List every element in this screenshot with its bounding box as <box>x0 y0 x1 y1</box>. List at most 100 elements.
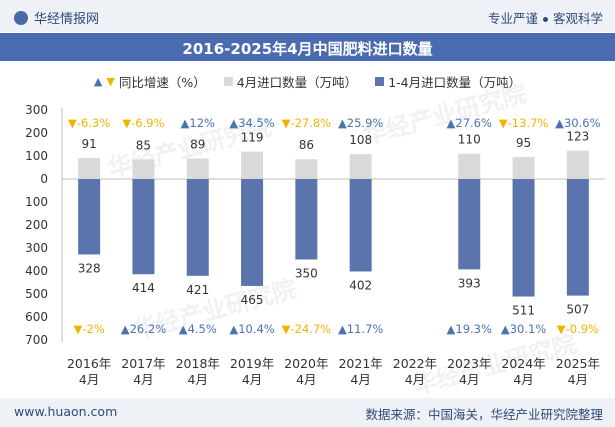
april-bar <box>241 151 264 179</box>
y-tick-label: 100 <box>25 195 48 209</box>
april-bar <box>295 159 318 179</box>
y-tick-label: 600 <box>25 310 48 324</box>
jan-apr-bar <box>186 179 209 276</box>
x-tick-label: 4月 <box>242 372 262 387</box>
jan-apr-bar <box>512 179 535 297</box>
april-growth-label: ▲25.9% <box>338 116 383 130</box>
tagline: 专业严谨 客观科学 <box>488 8 603 27</box>
x-tick-label: 2019年 <box>230 356 274 371</box>
jan-apr-value-label: 511 <box>512 304 535 318</box>
jan-apr-growth-label: ▲4.5% <box>179 322 217 336</box>
jan-apr-bar <box>566 179 589 296</box>
april-bar <box>458 153 481 179</box>
legend: ▲ ▼ 同比增速（%） 4月进口数量（万吨） 1-4月进口数量（万吨） <box>0 72 615 90</box>
jan-apr-growth-label: ▼-2% <box>74 322 105 336</box>
x-tick-label: 2024年 <box>501 356 545 371</box>
april-value-label: 89 <box>190 138 205 152</box>
site-url: www.huaon.com <box>14 404 118 419</box>
x-tick-label: 2020年 <box>284 356 328 371</box>
legend-growth-label: 同比增速（%） <box>118 74 206 90</box>
jan-apr-growth-label: ▲26.2% <box>121 322 166 336</box>
jan-apr-value-label: 402 <box>349 278 372 292</box>
x-tick-label: 2021年 <box>338 356 382 371</box>
april-bar <box>78 158 101 179</box>
jan-apr-bar <box>349 179 372 272</box>
down-triangle-icon: ▼ <box>106 74 115 88</box>
x-tick-label: 2018年 <box>176 356 220 371</box>
top-bar: 华经情报网 专业严谨 客观科学 <box>0 0 615 32</box>
legend-april: 4月进口数量（万吨） <box>223 72 358 90</box>
legend-jan-apr-label: 1-4月进口数量（万吨） <box>388 74 522 90</box>
y-tick-label: 300 <box>25 241 48 255</box>
april-value-label: 110 <box>458 133 481 147</box>
legend-jan-apr-swatch <box>375 76 385 86</box>
tagline-left: 专业严谨 <box>487 11 538 26</box>
brand: 华经情报网 <box>14 8 99 27</box>
april-bar <box>566 150 589 179</box>
y-tick-label: 0 <box>40 172 48 186</box>
jan-apr-value-label: 393 <box>458 276 481 290</box>
x-tick-label: 2023年 <box>447 356 491 371</box>
april-value-label: 119 <box>241 131 264 145</box>
jan-apr-bar <box>458 179 481 270</box>
chart-area: 30020010001002003004005006007002016年4月91… <box>25 103 605 387</box>
jan-apr-bar <box>295 179 318 260</box>
data-source: 数据来源：中国海关，华经产业研究院整理 <box>365 407 603 422</box>
jan-apr-value-label: 350 <box>295 267 318 281</box>
y-tick-label: 300 <box>25 103 48 117</box>
jan-apr-growth-label: ▲11.7% <box>338 322 383 336</box>
jan-apr-growth-label: ▲10.4% <box>229 322 274 336</box>
jan-apr-value-label: 421 <box>186 283 209 297</box>
april-growth-label: ▼-27.8% <box>282 116 332 130</box>
jan-apr-value-label: 328 <box>78 261 101 275</box>
y-tick-label: 100 <box>25 149 48 163</box>
april-value-label: 95 <box>516 136 531 150</box>
y-tick-label: 700 <box>25 333 48 347</box>
x-tick-label: 2017年 <box>121 356 165 371</box>
jan-apr-value-label: 465 <box>241 293 264 307</box>
x-tick-label: 2016年 <box>67 356 111 371</box>
brand-name: 华经情报网 <box>34 12 100 27</box>
april-growth-label: ▼-6.9% <box>122 116 164 130</box>
footer: www.huaon.com 数据来源：中国海关，华经产业研究院整理 <box>0 398 615 427</box>
y-tick-label: 200 <box>25 126 48 140</box>
april-bar <box>132 159 155 179</box>
x-tick-label: 2022年 <box>393 356 437 371</box>
april-value-label: 91 <box>82 137 97 151</box>
brand-logo-icon <box>14 10 28 25</box>
separator-dot-icon <box>542 17 548 22</box>
april-bar <box>349 154 372 179</box>
april-value-label: 86 <box>299 138 314 152</box>
jan-apr-value-label: 414 <box>132 281 155 295</box>
y-tick-label: 200 <box>25 218 48 232</box>
april-value-label: 123 <box>566 130 589 144</box>
x-tick-label: 4月 <box>133 372 153 387</box>
up-triangle-icon: ▲ <box>93 74 103 88</box>
jan-apr-value-label: 507 <box>566 303 589 317</box>
y-tick-label: 500 <box>25 287 48 301</box>
x-tick-label: 4月 <box>405 372 425 387</box>
x-tick-label: 4月 <box>79 372 99 387</box>
x-tick-label: 4月 <box>188 372 208 387</box>
april-bar <box>512 157 535 179</box>
april-bar <box>186 158 209 179</box>
jan-apr-growth-label: ▲30.1% <box>501 322 546 336</box>
jan-apr-bar <box>241 179 264 286</box>
legend-april-label: 4月进口数量（万吨） <box>236 74 358 90</box>
april-growth-label: ▲12% <box>181 116 215 130</box>
jan-apr-bar <box>78 179 101 255</box>
x-tick-label: 4月 <box>350 372 370 387</box>
chart-title: 2016-2025年4月中国肥料进口数量 <box>182 40 433 58</box>
x-tick-label: 4月 <box>568 372 588 387</box>
title-bar: 2016-2025年4月中国肥料进口数量 <box>0 33 615 61</box>
jan-apr-growth-label: ▲19.3% <box>447 322 492 336</box>
april-value-label: 108 <box>349 133 372 147</box>
legend-growth: ▲ ▼ 同比增速（%） <box>94 72 206 90</box>
april-growth-label: ▲34.5% <box>229 116 274 130</box>
x-tick-label: 2025年 <box>556 356 600 371</box>
jan-apr-growth-label: ▼-0.9% <box>557 322 599 336</box>
april-growth-label: ▲30.6% <box>555 116 600 130</box>
jan-apr-bar <box>132 179 155 275</box>
x-tick-label: 4月 <box>296 372 316 387</box>
jan-apr-growth-label: ▼-24.7% <box>282 322 332 336</box>
